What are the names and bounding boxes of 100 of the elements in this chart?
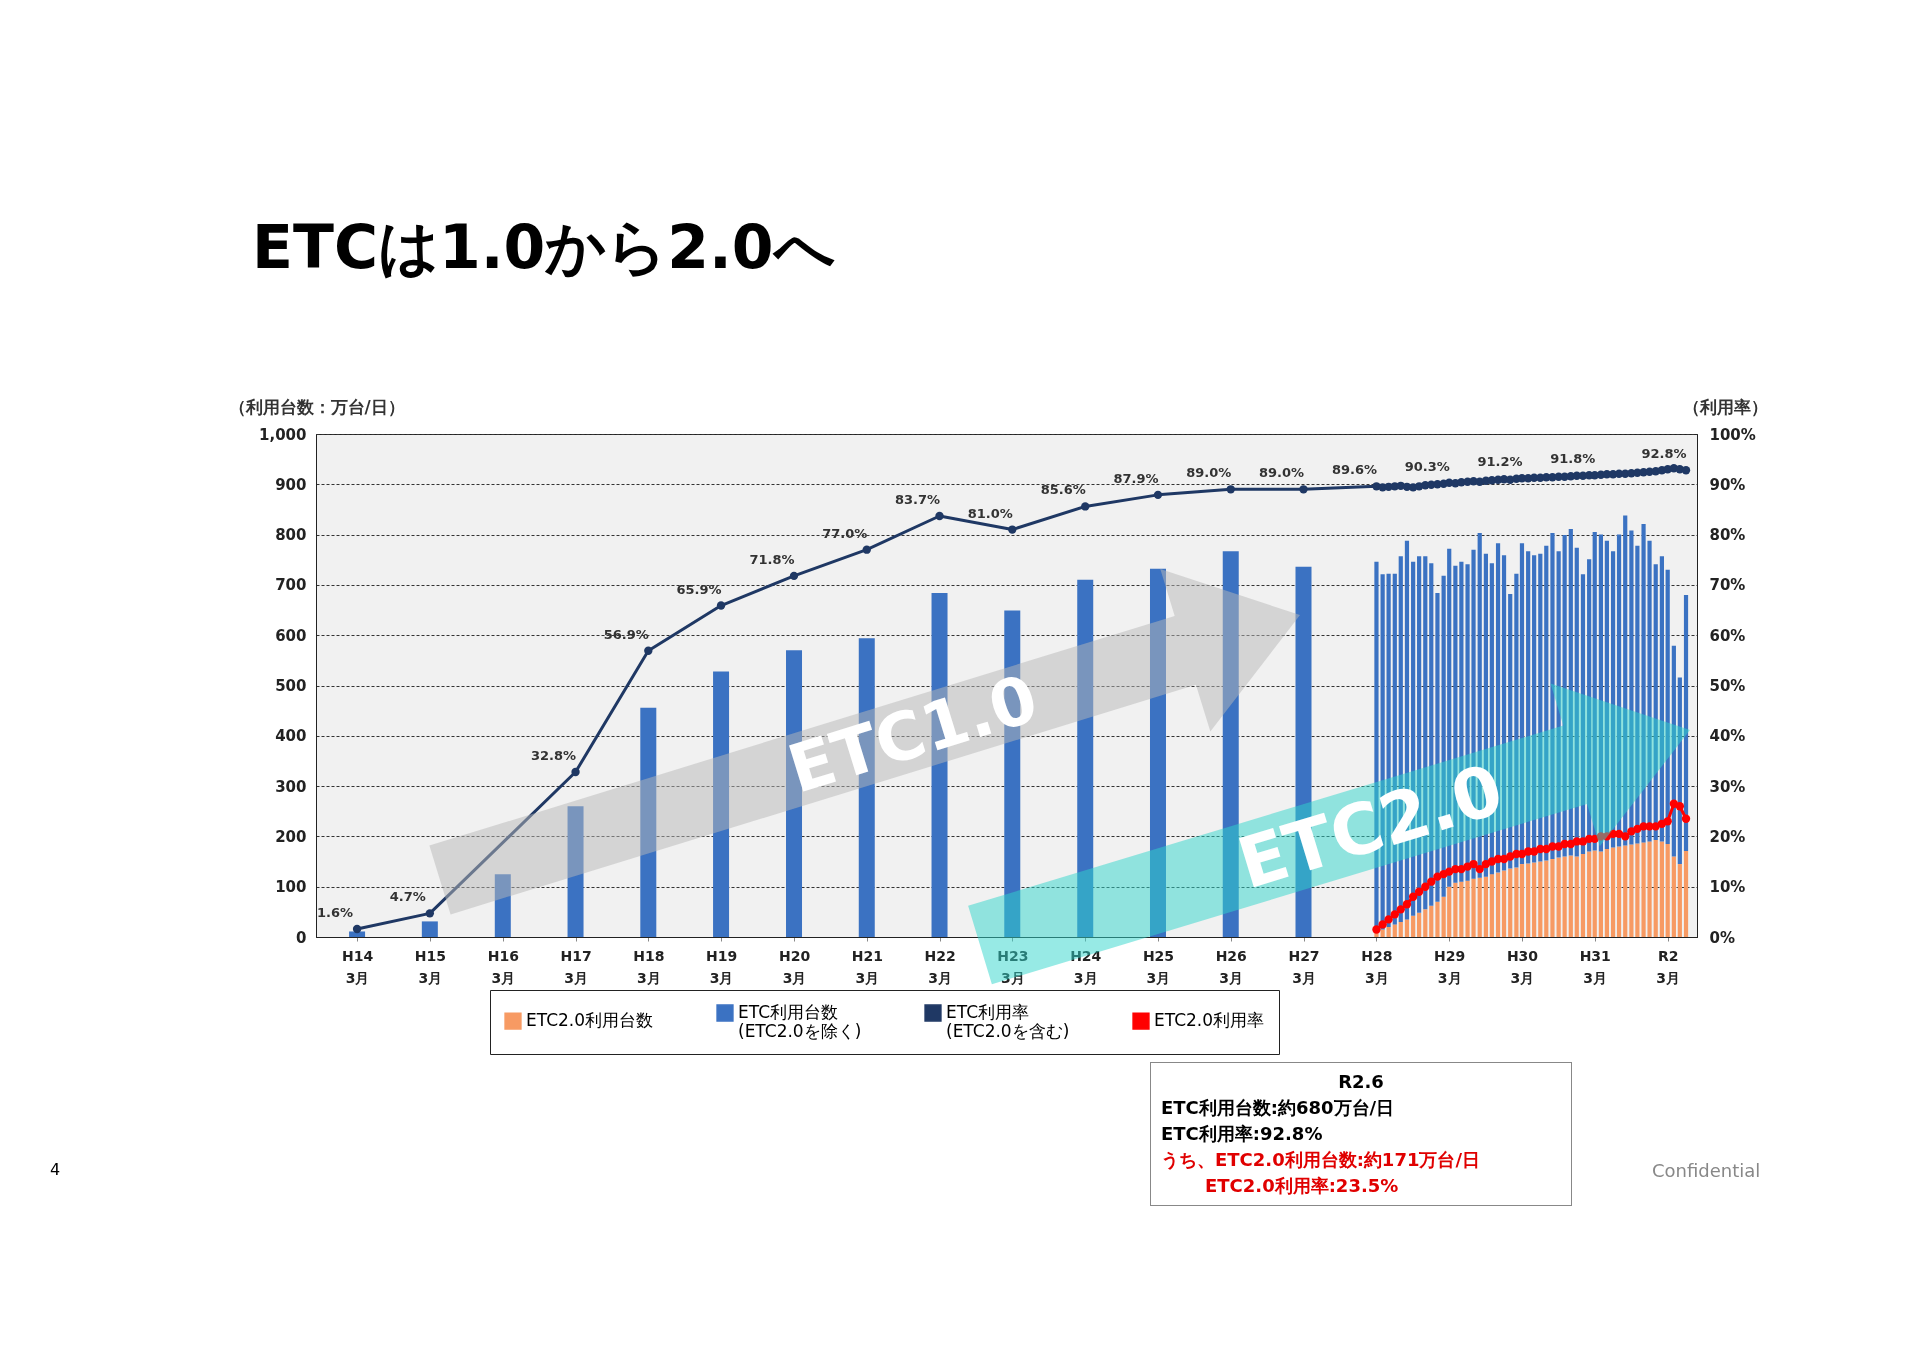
bar <box>1568 855 1573 937</box>
bar <box>1562 856 1567 937</box>
bar <box>1580 854 1586 937</box>
bar <box>1556 551 1561 858</box>
x-tick-label: H24 3月 <box>1070 947 1102 986</box>
data-label: 81.0% <box>967 505 1013 521</box>
bar <box>1623 845 1628 937</box>
bar <box>1386 926 1391 937</box>
y-tick-label: 700 <box>275 576 307 595</box>
bar <box>1574 547 1579 857</box>
bar <box>1568 529 1573 856</box>
x-tick-label: R2 3月 <box>1656 947 1681 986</box>
x-tick-label: H18 3月 <box>633 947 665 986</box>
point <box>1578 837 1588 846</box>
bar <box>1508 593 1513 869</box>
bar <box>1526 863 1531 937</box>
bar <box>1587 851 1592 937</box>
bar <box>1665 843 1670 937</box>
y-tick-label: 900 <box>275 475 307 494</box>
bar <box>1665 569 1670 844</box>
bar <box>1423 909 1428 937</box>
data-label: 87.9% <box>1113 470 1159 486</box>
y-tick-label: 500 <box>275 677 307 695</box>
bar <box>1604 540 1609 849</box>
bar <box>1532 862 1537 937</box>
point <box>1681 814 1691 823</box>
bar <box>1532 555 1537 863</box>
point <box>1372 925 1381 934</box>
x-tick-label: H25 3月 <box>1142 947 1175 986</box>
y-axis-title: （利用台数：万台/日） <box>228 396 405 417</box>
data-label: 83.7% <box>894 491 941 507</box>
x-tick-label: H23 3月 <box>997 947 1029 986</box>
text: 4 <box>50 1160 61 1179</box>
bar <box>1501 870 1507 937</box>
bar <box>1683 850 1689 937</box>
data-label: 71.8% <box>749 551 795 567</box>
x-tick-label: H19 3月 <box>705 947 738 986</box>
data-label: 89.6% <box>1331 462 1378 478</box>
bar <box>1677 677 1682 865</box>
data-label: 4.7% <box>389 889 426 905</box>
bar <box>1604 848 1609 937</box>
x-tick-label: H22 3月 <box>924 947 956 986</box>
y2-tick-label: 50% <box>1709 677 1746 695</box>
y-tick-label: 1,000 <box>259 425 307 444</box>
bar <box>1671 645 1676 857</box>
x-tick-label: H20 3月 <box>778 947 811 986</box>
text: R2.6 <box>1337 1070 1385 1094</box>
bar <box>1429 905 1434 937</box>
y-tick-label: 200 <box>275 827 307 846</box>
bar <box>1598 534 1604 852</box>
y-tick-label: 400 <box>275 727 307 746</box>
bar <box>1623 515 1628 846</box>
bar <box>1556 857 1561 937</box>
bar <box>1562 535 1567 857</box>
text: ETC利用率:92.8% <box>1161 1122 1324 1146</box>
bar <box>1616 534 1622 847</box>
data-label: 1.6% <box>317 904 354 920</box>
y2-axis-title: （利用率） <box>1682 396 1768 417</box>
bar <box>1610 847 1616 937</box>
x-tick-label: H27 3月 <box>1288 947 1320 986</box>
bar <box>1587 559 1592 852</box>
data-label: 85.6% <box>1040 482 1086 498</box>
bar <box>1683 594 1689 851</box>
bar <box>1374 932 1379 937</box>
data-label: 91.8% <box>1550 451 1596 467</box>
bar <box>1610 551 1616 848</box>
x-tick-label: H28 3月 <box>1361 947 1393 986</box>
x-tick-label: H21 3月 <box>851 947 883 986</box>
legend-label: ETC利用台数 (ETC2.0を除く) <box>738 1002 862 1041</box>
point <box>1396 905 1405 914</box>
point <box>1414 887 1424 896</box>
data-label: 77.0% <box>822 525 868 541</box>
legend-label: ETC利用率 (ETC2.0を含む) <box>946 1002 1070 1041</box>
y2-tick-label: 90% <box>1709 475 1746 494</box>
x-tick-label: H30 3月 <box>1506 947 1539 986</box>
data-label: 91.2% <box>1477 454 1523 470</box>
point <box>1390 910 1399 919</box>
bar <box>1592 850 1597 937</box>
data-label: 90.3% <box>1404 458 1450 474</box>
y-tick-label: 300 <box>275 777 307 796</box>
bar <box>1677 864 1682 937</box>
y2-tick-label: 10% <box>1709 878 1746 897</box>
bar <box>1411 915 1416 937</box>
text: ETC2.0利用率:23.5% <box>1204 1174 1400 1198</box>
bar <box>1519 864 1525 937</box>
chart-title: ETCは1.0から2.0へ <box>252 211 835 284</box>
bar <box>1580 574 1586 855</box>
bar <box>1514 867 1519 937</box>
bar <box>1398 921 1403 937</box>
point <box>1378 920 1387 929</box>
bar <box>1598 851 1604 937</box>
y2-tick-label: 60% <box>1709 626 1746 645</box>
bar <box>1519 543 1525 865</box>
bar <box>1574 856 1579 937</box>
text: うち、ETC2.0利用台数:約171万台/日 <box>1161 1148 1482 1172</box>
bar <box>1501 555 1507 871</box>
legend-label: ETC2.0利用率 <box>1154 1010 1265 1031</box>
bar <box>1404 919 1410 937</box>
point <box>1621 832 1630 841</box>
point <box>1663 817 1672 826</box>
